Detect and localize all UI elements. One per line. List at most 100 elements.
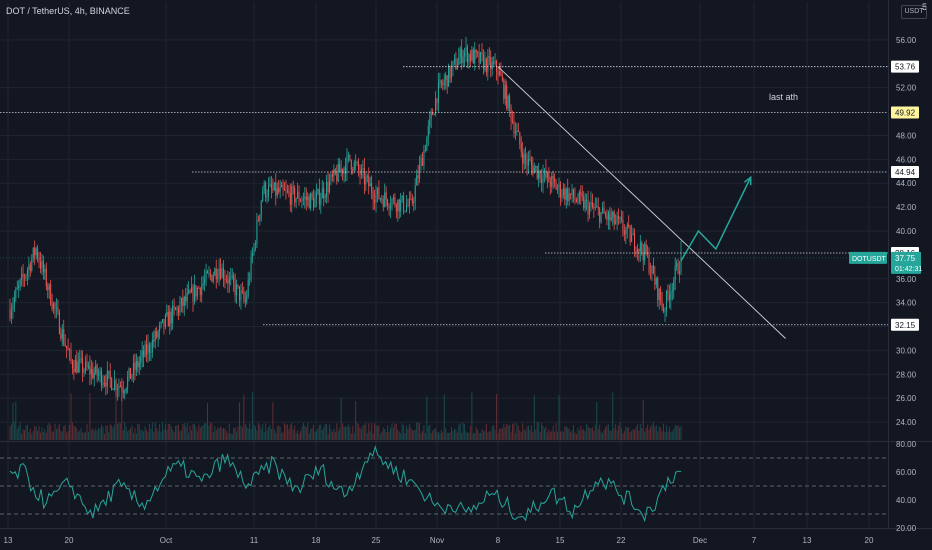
candle-body xyxy=(270,183,272,189)
volume-bar xyxy=(38,426,40,440)
volume-bar xyxy=(344,426,347,440)
currency-selector[interactable]: USDT xyxy=(901,5,927,19)
candle-body xyxy=(652,265,654,275)
candle-body xyxy=(350,159,352,170)
volume-bar xyxy=(555,423,557,440)
candle-body xyxy=(198,288,200,289)
volume-bar xyxy=(445,428,447,440)
volume-bar xyxy=(636,424,638,440)
candle-body xyxy=(74,360,76,373)
trendline[interactable] xyxy=(497,66,786,339)
symbol-tag-box xyxy=(849,251,887,264)
volume-bar xyxy=(610,430,612,440)
candle-body xyxy=(497,71,499,76)
candle-body xyxy=(429,118,431,127)
candle-body xyxy=(87,366,89,368)
projection-arrow[interactable] xyxy=(680,176,752,262)
candle-body xyxy=(82,358,84,373)
candle-body xyxy=(588,205,591,215)
volume-bar xyxy=(568,428,570,440)
candle-body xyxy=(619,217,621,219)
candle-body xyxy=(279,187,281,193)
candle-body xyxy=(594,206,596,209)
rsi-tick-label: 40.00 xyxy=(896,496,917,505)
candle-body xyxy=(561,195,563,198)
volume-bar xyxy=(352,425,354,440)
candle-body xyxy=(480,52,482,63)
candle-body xyxy=(634,233,636,251)
candle-body xyxy=(132,362,134,375)
candle-body xyxy=(372,193,374,201)
candle-body xyxy=(16,288,18,290)
volume-bar xyxy=(69,424,71,440)
volume-bar xyxy=(95,428,97,440)
volume-bar xyxy=(234,427,236,440)
candle-body xyxy=(392,197,394,200)
candle-body xyxy=(651,265,653,273)
volume-bar xyxy=(270,428,272,440)
volume-bar xyxy=(504,427,506,440)
volume-bar xyxy=(574,432,576,440)
time-tick-label: 11 xyxy=(250,536,259,545)
candle-body xyxy=(304,196,306,199)
price-tick-label: 36.00 xyxy=(896,275,917,284)
volume-bar xyxy=(421,430,423,440)
volume-bar xyxy=(469,426,471,440)
candle-body xyxy=(665,291,667,311)
volume-bar xyxy=(398,431,400,440)
candle-body xyxy=(610,217,612,220)
candle-body xyxy=(494,60,496,64)
volume-bar xyxy=(488,431,490,440)
volume-bar xyxy=(668,426,670,440)
drawings[interactable]: last ath xyxy=(497,66,798,339)
volume-bar xyxy=(214,426,216,440)
volume-bar xyxy=(517,425,519,440)
volume-bar xyxy=(603,429,605,440)
volume-bar xyxy=(295,433,297,440)
candle-body xyxy=(39,261,42,269)
level-price-label: 49.92 xyxy=(895,109,916,118)
candle-body xyxy=(642,251,644,261)
volume-bar xyxy=(520,432,522,440)
volume-bar xyxy=(138,424,140,440)
volume-bar xyxy=(286,424,288,440)
volume-bar xyxy=(609,430,611,440)
candle-body xyxy=(172,305,174,324)
volume-bar xyxy=(443,394,445,440)
candle-body xyxy=(538,170,540,179)
candle-body xyxy=(375,194,377,203)
volume-bar xyxy=(628,427,630,440)
volume-bar xyxy=(114,424,116,440)
candle-body xyxy=(398,199,400,212)
time-tick-label: Nov xyxy=(430,536,444,545)
volume-bar xyxy=(455,429,457,440)
volume-bar xyxy=(100,424,103,440)
volume-bar xyxy=(225,431,227,440)
volume-bar xyxy=(108,432,110,440)
price-tick-label: 44.00 xyxy=(896,179,917,188)
chart-title: DOT / TetherUS, 4h, BINANCE xyxy=(6,6,130,16)
volume-bar xyxy=(432,430,434,440)
candle-body xyxy=(41,260,43,269)
price-tick-label: 46.00 xyxy=(896,155,917,164)
candle-body xyxy=(517,130,519,132)
volume-bar xyxy=(227,433,229,440)
volume-bar xyxy=(512,423,514,440)
candle-body xyxy=(164,315,166,327)
candle-body xyxy=(42,260,44,273)
candle-body xyxy=(606,215,608,220)
time-axis[interactable]: 13 20 Oct 11 18 25 Nov 8 15 22 Dec 7 13 20 xyxy=(4,536,874,545)
candle-body xyxy=(562,188,564,196)
candle-body xyxy=(323,188,325,199)
volume-bar xyxy=(674,425,676,440)
volume-bar xyxy=(509,424,511,440)
candle-body xyxy=(51,304,53,309)
candle-body xyxy=(214,268,216,276)
volume-bar xyxy=(179,431,181,440)
horizontal-levels[interactable] xyxy=(0,66,888,326)
volume-bar xyxy=(430,433,432,440)
volume-bar xyxy=(355,400,357,440)
volume-bar xyxy=(307,422,309,440)
volume-bar xyxy=(16,428,18,440)
